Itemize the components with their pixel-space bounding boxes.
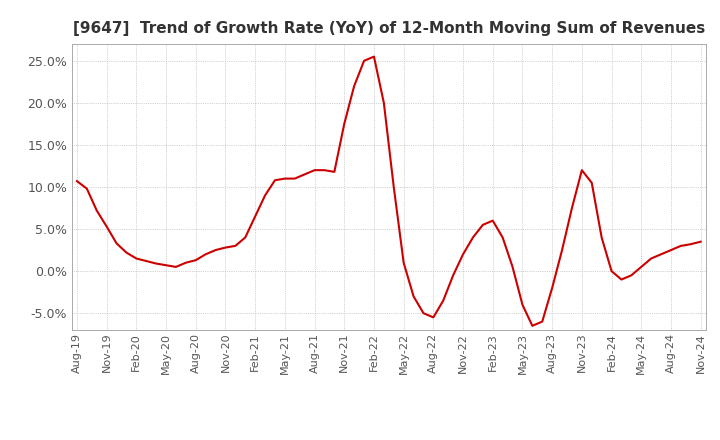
Title: [9647]  Trend of Growth Rate (YoY) of 12-Month Moving Sum of Revenues: [9647] Trend of Growth Rate (YoY) of 12-… — [73, 21, 705, 36]
